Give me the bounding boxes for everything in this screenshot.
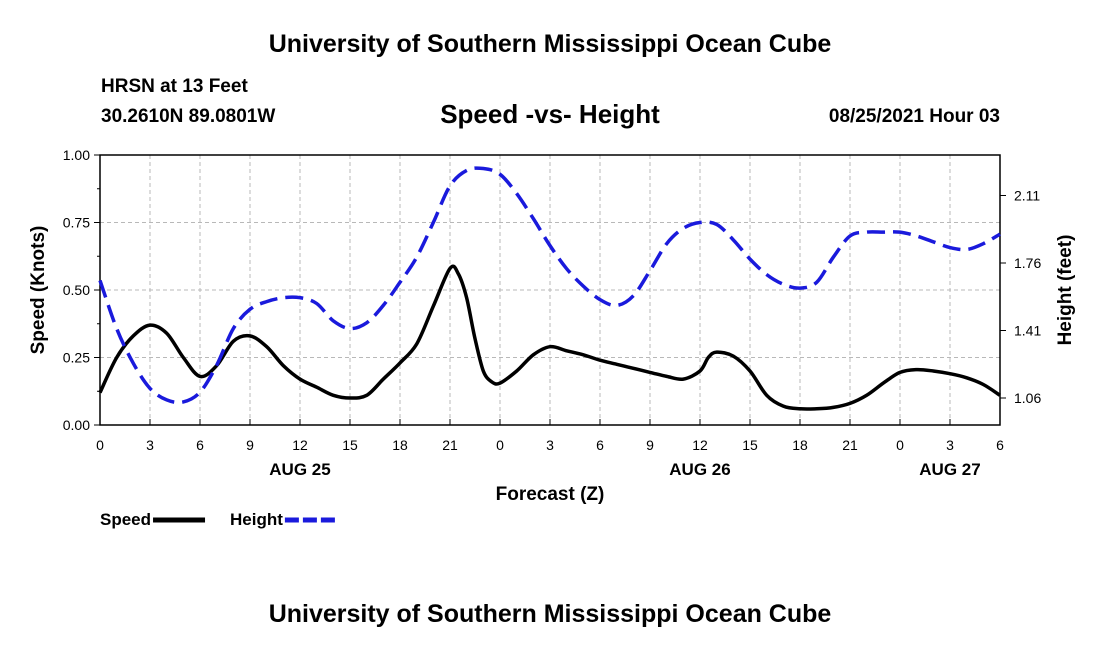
plot-frame — [99, 154, 1001, 426]
y-left-tick-label: 0.75 — [63, 215, 90, 231]
date-label: AUG 27 — [919, 460, 980, 479]
x-tick-label: 15 — [742, 437, 758, 453]
y-left-tick-label: 1.00 — [63, 147, 90, 163]
legend-label-speed: Speed — [100, 510, 151, 529]
legend-label-height: Height — [230, 510, 283, 529]
forecast-datetime: 08/25/2021 Hour 03 — [828, 106, 1000, 127]
x-tick-label: 21 — [842, 437, 858, 453]
y-right-tick-label: 1.41 — [1014, 323, 1041, 339]
y-right-tick-label: 2.11 — [1014, 188, 1040, 204]
x-tick-label: 18 — [792, 437, 808, 453]
chart-title: University of Southern Mississippi Ocean… — [268, 30, 832, 58]
x-tick-label: 3 — [946, 437, 954, 453]
y-left-axis-title: Speed (Knots) — [28, 226, 49, 355]
x-tick-label: 12 — [292, 437, 308, 453]
series-line-speed — [98, 264, 1001, 411]
x-tick-label: 15 — [342, 437, 358, 453]
x-tick-label: 9 — [246, 437, 254, 453]
coordinates-label: 30.2610N 89.0801W — [101, 106, 276, 127]
station-label: HRSN at 13 Feet — [101, 76, 248, 97]
date-label: AUG 25 — [269, 460, 330, 479]
x-tick-label: 6 — [596, 437, 604, 453]
x-tick-label: 9 — [646, 437, 654, 453]
x-tick-label: 18 — [392, 437, 408, 453]
y-right-axis-title: Height (feet) — [1055, 235, 1076, 346]
x-tick-label: 0 — [96, 437, 104, 453]
y-right-tick-label: 1.76 — [1014, 255, 1041, 271]
x-tick-label: 0 — [896, 437, 904, 453]
y-left-tick-label: 0.25 — [63, 350, 90, 366]
x-tick-label: 6 — [196, 437, 204, 453]
footer-title: University of Southern Mississippi Ocean… — [268, 600, 832, 628]
date-label: AUG 26 — [669, 460, 730, 479]
series-line-height — [98, 166, 1001, 405]
x-tick-label: 3 — [146, 437, 154, 453]
y-left-tick-label: 0.00 — [63, 417, 90, 433]
x-tick-label: 12 — [692, 437, 708, 453]
y-right-tick-label: 1.06 — [1014, 390, 1041, 406]
y-left-tick-label: 0.50 — [63, 282, 90, 298]
chart-subtitle: Speed -vs- Height — [440, 99, 660, 129]
x-tick-label: 21 — [442, 437, 458, 453]
x-tick-label: 6 — [996, 437, 1004, 453]
x-tick-label: 0 — [496, 437, 504, 453]
x-tick-label: 3 — [546, 437, 554, 453]
x-axis-title: Forecast (Z) — [496, 484, 605, 505]
